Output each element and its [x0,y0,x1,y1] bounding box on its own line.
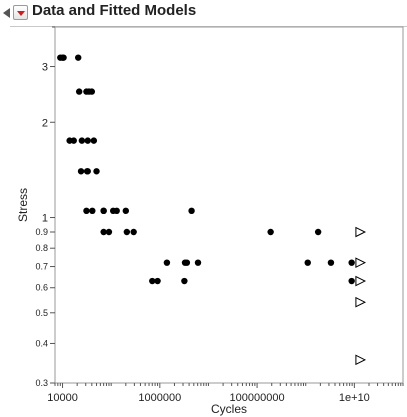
data-point [194,259,202,266]
y-tick-label: 0.4 [35,338,48,348]
data-point [78,137,86,144]
censored-point [355,257,367,268]
data-point [188,207,195,215]
y-tick-label: 0.5 [35,308,48,318]
y-tick-label: 0.8 [35,243,48,253]
censored-point [355,226,367,238]
data-point [100,228,107,236]
data-point [149,277,156,285]
data-point [77,168,85,175]
data-point [154,277,161,285]
data-point [122,207,130,215]
y-tick-label: 3 [42,62,48,74]
red-triangle-menu-button[interactable] [13,5,28,20]
data-point [327,259,335,266]
x-tick-label: 10000 [47,392,78,404]
data-point [83,207,90,215]
data-point [314,228,322,236]
data-point [75,54,82,61]
data-point [89,207,96,215]
censored-point [355,296,367,308]
disclosure-triangle-icon[interactable] [3,8,10,18]
data-point [348,259,355,266]
red-triangle-icon [17,11,25,16]
y-tick-label: 0.6 [35,283,48,293]
data-point [130,228,137,236]
data-point [113,207,120,215]
plot-frame [54,26,404,384]
data-point [84,168,91,175]
y-tick-label: 0.7 [35,262,48,272]
data-point [75,88,83,95]
y-tick-label: 0.9 [35,227,48,237]
data-point [60,54,67,61]
data-point [88,88,96,95]
x-axis-title: Cycles [211,402,247,416]
data-point [100,207,107,215]
data-point [348,277,355,285]
censored-point [355,354,367,366]
y-tick-label: 0.3 [35,378,48,388]
data-point [304,259,311,266]
data-point [84,137,91,144]
y-axis-title: Stress [16,188,30,222]
data-point [93,168,100,175]
x-tick-label: 100000000 [230,392,285,404]
data-point [90,137,98,144]
y-tick-label: 2 [42,117,48,129]
data-point [105,228,113,236]
data-point [183,259,191,266]
data-point [181,277,188,285]
data-point [267,228,274,236]
data-point [70,137,77,144]
data-point [163,259,171,266]
censored-point [355,275,367,287]
x-tick-label: 1e+10 [339,392,370,404]
report-title: Data and Fitted Models [32,2,197,19]
y-tick-label: 1 [42,213,48,225]
data-point [123,228,131,236]
x-tick-label: 1000000 [138,392,181,404]
